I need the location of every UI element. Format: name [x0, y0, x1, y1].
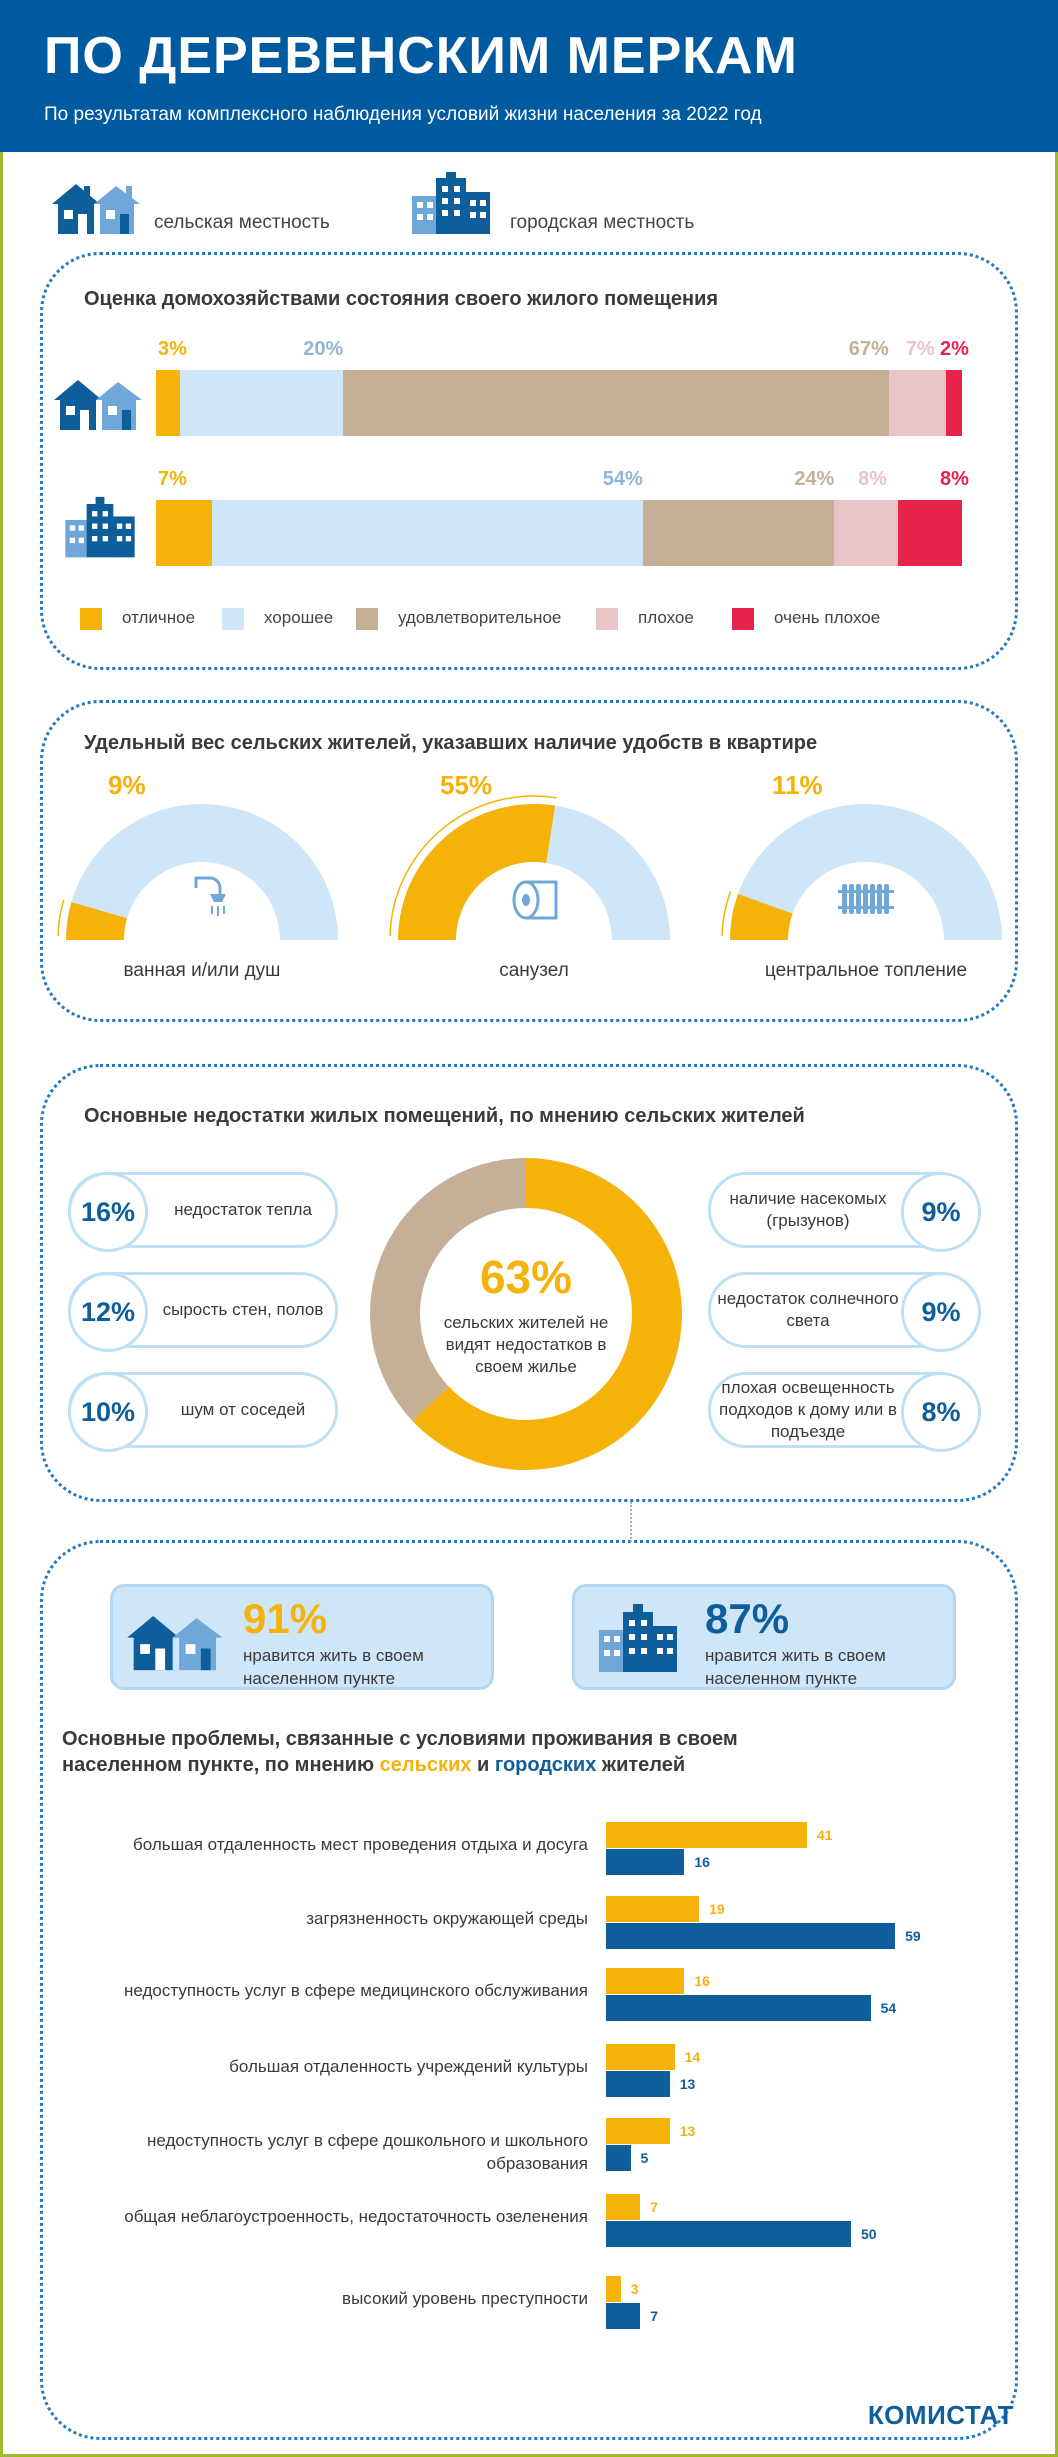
radiator-icon — [838, 884, 894, 914]
bar-value-label: 59 — [905, 1928, 921, 1944]
bar-rural — [606, 1968, 684, 1994]
bar-value-label: 19 — [709, 1901, 725, 1917]
problem-label: большая отдаленность учреждений культуры — [68, 2056, 588, 2079]
bar-rural — [606, 1822, 807, 1848]
bar-value-label: 50 — [861, 2226, 877, 2242]
urban-like-text: нравится жить в своем населенном пункте — [705, 1645, 925, 1691]
problems-title-and: и — [471, 1754, 494, 1776]
bar-value-label: 13 — [680, 2076, 696, 2092]
bar-value-label: 41 — [817, 1827, 833, 1843]
urban-like-box: 87% нравится жить в своем населенном пун… — [572, 1584, 956, 1690]
rural-like-value: 91% — [243, 1595, 327, 1643]
bar-value-label: 3 — [631, 2281, 639, 2297]
donut-center-value: 63% — [426, 1250, 626, 1304]
shortcoming-pill-left: 12% сырость стен, полов — [68, 1272, 338, 1348]
bar-value-label: 7 — [650, 2199, 658, 2215]
bar-value-label: 16 — [694, 1854, 710, 1870]
bar-rural — [606, 2276, 621, 2302]
shortcoming-pill-left: 16% недостаток тепла — [68, 1172, 338, 1248]
bar-value-label: 14 — [685, 2049, 701, 2065]
gauge-remainder — [546, 806, 670, 940]
bar-urban — [606, 2221, 851, 2247]
shortcoming-text: плохая освещенность подходов к дому или … — [713, 1375, 903, 1445]
toilet-paper-icon — [514, 882, 556, 918]
bar-urban — [606, 1849, 684, 1875]
shortcoming-pill-right: недостаток солнечного света 9% — [708, 1272, 978, 1348]
city-buildings-icon — [593, 1603, 683, 1675]
bar-urban — [606, 2145, 631, 2171]
village-houses-icon — [125, 1609, 229, 1675]
donut-center-text: сельских жителей не видят недостатков в … — [426, 1312, 626, 1378]
problems-title-urban: городских — [495, 1754, 596, 1776]
bar-rural — [606, 2044, 675, 2070]
bar-value-label: 13 — [680, 2123, 696, 2139]
bar-urban — [606, 2303, 640, 2329]
problems-title: Основные проблемы, связанные с условиями… — [62, 1726, 802, 1778]
bar-urban — [606, 1995, 871, 2021]
shortcoming-text: наличие насекомых (грызунов) — [713, 1175, 903, 1245]
shortcoming-text: сырость стен, полов — [153, 1275, 333, 1345]
shortcoming-value: 9% — [901, 1272, 981, 1352]
shortcoming-value: 9% — [901, 1172, 981, 1252]
gauges-svg — [0, 0, 1058, 1000]
bar-rural — [606, 2194, 640, 2220]
problem-label: загрязненность окружающей среды — [68, 1908, 588, 1931]
shortcoming-pill-right: наличие насекомых (грызунов) 9% — [708, 1172, 978, 1248]
urban-like-value: 87% — [705, 1595, 789, 1643]
komistat-logo: КОМИСТАТ — [868, 2400, 1014, 2431]
bar-value-label: 54 — [881, 2000, 897, 2016]
gauge-pointer — [58, 900, 64, 936]
shower-icon — [196, 878, 226, 916]
shortcoming-pill-right: плохая освещенность подходов к дому или … — [708, 1372, 978, 1448]
gauge-pointer — [722, 891, 731, 936]
shortcoming-value: 8% — [901, 1372, 981, 1452]
shortcoming-text: шум от соседей — [153, 1375, 333, 1445]
problems-title-rural: сельских — [380, 1754, 472, 1776]
bar-rural — [606, 1896, 699, 1922]
shortcoming-pill-left: 10% шум от соседей — [68, 1372, 338, 1448]
shortcoming-text: недостаток солнечного света — [713, 1275, 903, 1345]
shortcoming-text: недостаток тепла — [153, 1175, 333, 1245]
shortcomings-title: Основные недостатки жилых помещений, по … — [84, 1105, 805, 1128]
rural-like-box: 91% нравится жить в своем населенном пун… — [110, 1584, 494, 1690]
bar-value-label: 5 — [641, 2150, 649, 2166]
bar-value-label: 7 — [650, 2308, 658, 2324]
bar-rural — [606, 2118, 670, 2144]
problem-label: высокий уровень преступности — [68, 2288, 588, 2311]
problems-title-end: жителей — [596, 1754, 685, 1776]
problem-label: недоступность услуг в сфере дошкольного … — [68, 2130, 588, 2176]
rural-like-text: нравится жить в своем населенном пункте — [243, 1645, 463, 1691]
problem-label: общая неблагоустроенность, недостаточнос… — [68, 2206, 588, 2229]
gauge-value-arc — [398, 804, 555, 940]
bar-urban — [606, 1923, 895, 1949]
bar-urban — [606, 2071, 670, 2097]
problem-label: недоступность услуг в сфере медицинского… — [68, 1980, 588, 2003]
divider-line — [630, 1502, 632, 1542]
shortcoming-value: 16% — [68, 1172, 148, 1252]
problem-label: большая отдаленность мест проведения отд… — [68, 1834, 588, 1857]
shortcoming-value: 12% — [68, 1272, 148, 1352]
bar-value-label: 16 — [694, 1973, 710, 1989]
shortcoming-value: 10% — [68, 1372, 148, 1452]
